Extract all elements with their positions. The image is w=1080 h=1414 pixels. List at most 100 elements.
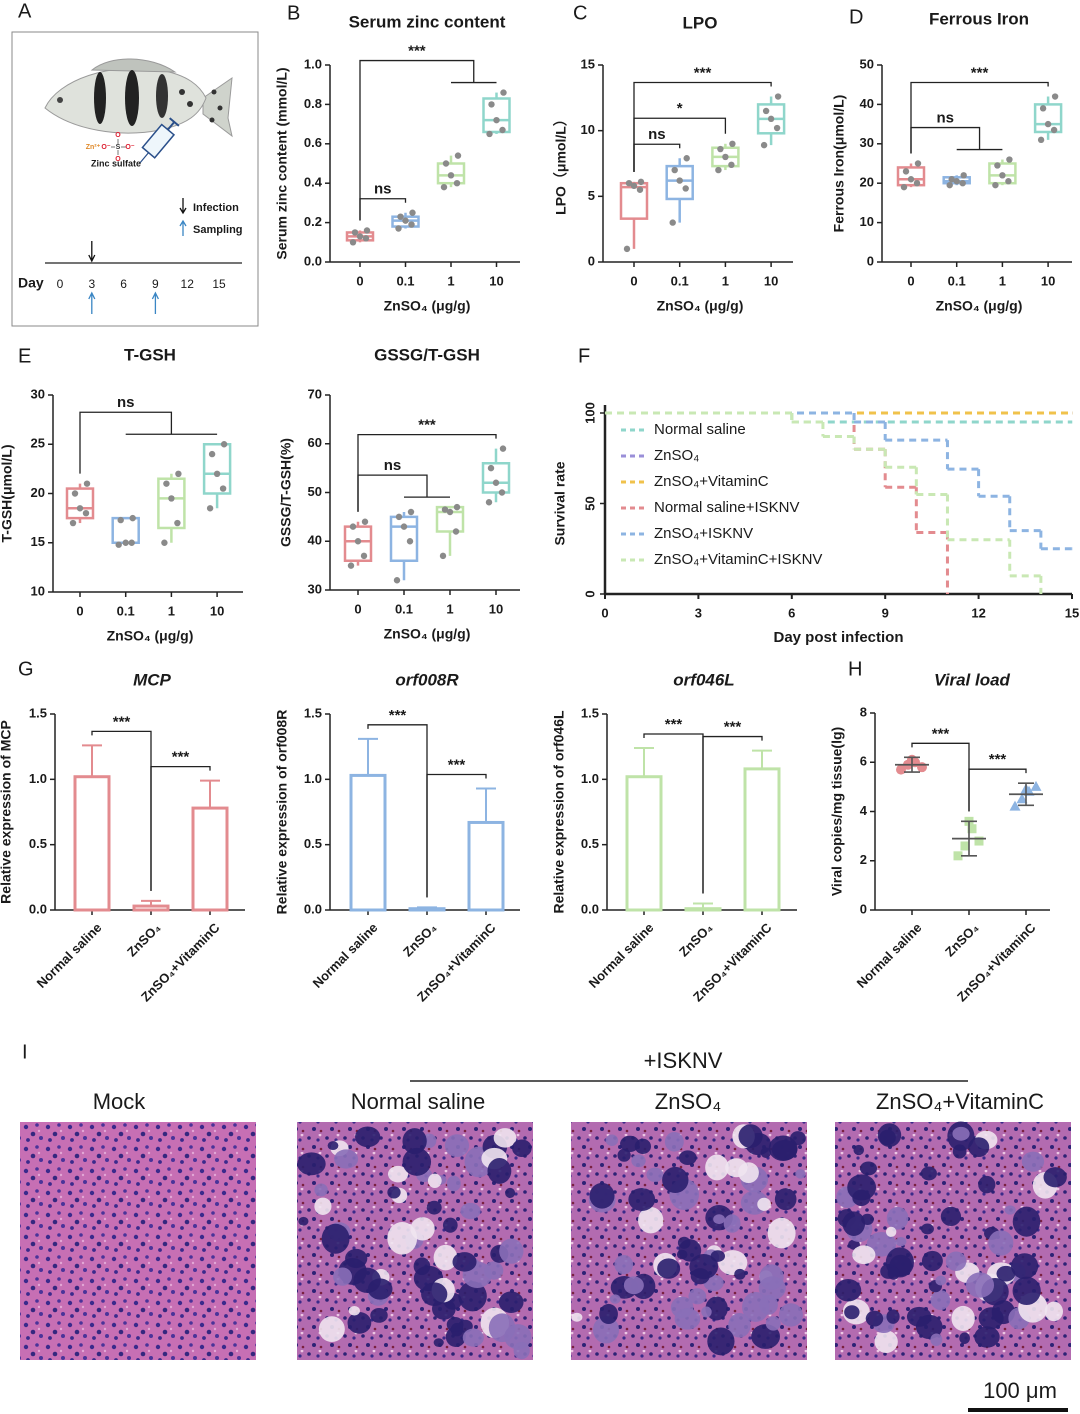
y-tick-label: 50 — [860, 56, 874, 71]
y-tick-label: 1.0 — [304, 771, 322, 786]
data-point — [499, 445, 507, 452]
data-point — [630, 182, 638, 190]
cell — [844, 1305, 860, 1320]
significance-label: ns — [937, 110, 955, 127]
y-tick-label: 8 — [860, 704, 867, 719]
y-axis-title: GSSG/T-GSH(%) — [278, 438, 294, 547]
cell — [723, 1214, 741, 1233]
cell — [498, 1291, 524, 1313]
cell — [859, 1161, 878, 1176]
data-point — [999, 172, 1006, 179]
data-point — [351, 229, 359, 236]
data-point — [773, 124, 781, 132]
cell — [1012, 1276, 1041, 1306]
y-axis-title: Relative expression of MCP — [0, 720, 14, 904]
chart-title: orf008R — [395, 670, 459, 689]
significance-label: *** — [724, 719, 742, 736]
data-point — [397, 213, 404, 220]
x-axis-title: ZnSO₄ (μg/g) — [384, 298, 471, 314]
cell — [952, 1126, 970, 1141]
y-axis-title: Ferrous Iron(μmol/L) — [831, 95, 847, 233]
x-tick-label: 10 — [1041, 273, 1055, 288]
cell — [620, 1135, 640, 1152]
data-point — [122, 539, 129, 546]
cell — [314, 1183, 328, 1197]
cell — [930, 1333, 943, 1346]
data-point — [499, 126, 506, 134]
y-tick-label: 6 — [860, 754, 867, 769]
cell — [742, 1292, 770, 1322]
data-point — [992, 181, 999, 189]
cell — [452, 1252, 477, 1272]
data-point — [762, 107, 770, 115]
data-point — [1039, 105, 1047, 112]
data-point — [349, 239, 357, 246]
data-point — [767, 115, 775, 123]
data-point — [407, 508, 415, 516]
cell — [334, 1149, 359, 1169]
data-point — [452, 528, 460, 535]
error-bar — [82, 744, 102, 777]
infection-arrow — [88, 241, 96, 263]
x-tick-label: 10 — [489, 273, 503, 288]
error-bar — [200, 779, 220, 809]
cell — [877, 1123, 902, 1147]
x-axis-title: ZnSO₄ (μg/g) — [657, 298, 744, 314]
y-axis-title: Survival rate — [552, 461, 568, 545]
data-point — [213, 470, 221, 477]
y-tick-label: 40 — [860, 96, 874, 111]
cell — [1012, 1206, 1041, 1237]
x-tick-label: 9 — [882, 605, 889, 620]
x-tick-label: 3 — [695, 605, 702, 620]
data-point — [637, 178, 645, 186]
data-point — [83, 480, 91, 487]
data-point — [161, 539, 168, 546]
x-tick-label: 0 — [630, 273, 637, 288]
data-point — [948, 176, 955, 183]
error-bar — [141, 899, 161, 907]
x-tick-label: 0.1 — [117, 603, 135, 618]
y-tick-label: 10 — [860, 214, 874, 229]
cell — [370, 1307, 388, 1323]
error-bar — [417, 906, 437, 909]
data-point — [393, 577, 401, 584]
cell — [433, 1338, 444, 1347]
cell — [688, 1288, 707, 1305]
significance-label: * — [677, 100, 683, 117]
cell — [499, 1238, 524, 1264]
data-point — [914, 160, 922, 167]
x-axis-title: ZnSO₄ (μg/g) — [936, 298, 1023, 314]
y-tick-label: 40 — [308, 533, 322, 548]
cell — [760, 1147, 772, 1158]
micrograph-title: ZnSO₄+VitaminC — [876, 1089, 1044, 1114]
data-point — [760, 141, 768, 149]
significance-label: *** — [989, 751, 1007, 768]
infection-legend-arrow — [179, 198, 187, 215]
data-point — [722, 153, 729, 161]
cell — [759, 1264, 784, 1291]
cell — [662, 1166, 689, 1194]
cell — [930, 1290, 951, 1310]
cell — [701, 1306, 712, 1318]
x-tick-label: 1 — [446, 601, 453, 616]
x-tick-label: 1 — [999, 273, 1006, 288]
data-point — [356, 233, 364, 240]
cell — [705, 1154, 729, 1181]
cell — [906, 1306, 932, 1327]
day-label: 12 — [181, 277, 195, 291]
significance-label: *** — [932, 725, 950, 742]
data-point — [682, 185, 689, 192]
data-point — [486, 130, 493, 138]
cell — [387, 1165, 409, 1183]
data-point — [82, 510, 90, 517]
legend-label: Normal saline — [654, 421, 746, 438]
panel-label: F — [578, 345, 590, 367]
y-tick-label: 2 — [860, 852, 867, 867]
y-tick-label: 0.5 — [29, 836, 47, 851]
panel-label: B — [287, 2, 300, 24]
y-axis-title: Relative expression of orf008R — [274, 710, 290, 915]
data-point — [117, 516, 124, 524]
cell — [978, 1175, 996, 1194]
data-point — [395, 513, 403, 521]
cell — [774, 1188, 797, 1211]
